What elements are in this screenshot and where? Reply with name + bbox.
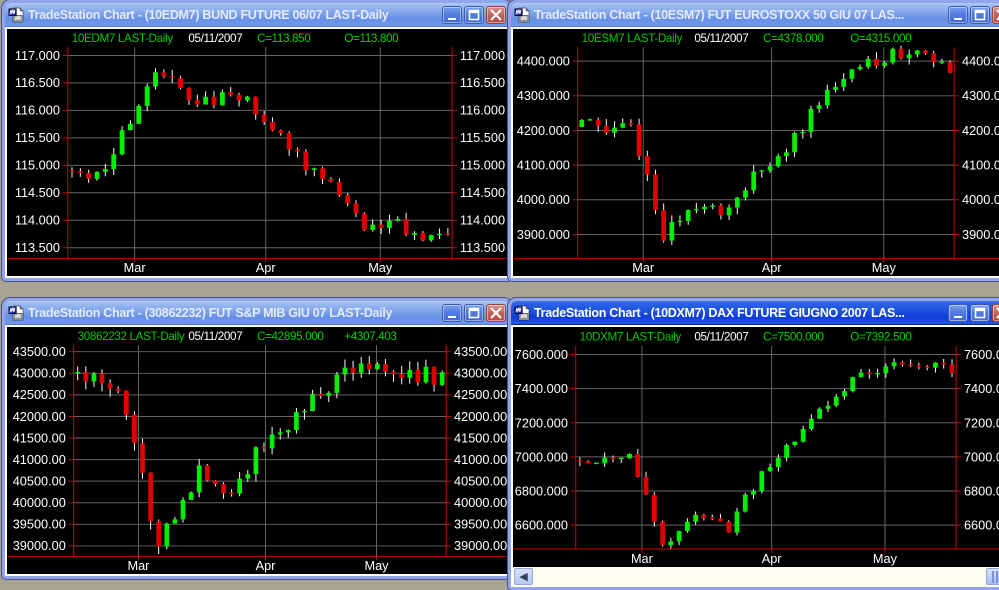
svg-text:Mar: Mar [124,261,146,275]
svg-text:Apr: Apr [256,261,276,275]
svg-text:4000.000: 4000.000 [517,193,570,207]
svg-text:41500.00: 41500.00 [13,431,66,445]
svg-text:4100.000: 4100.000 [962,159,999,173]
svg-text:C=4378.000: C=4378.000 [763,32,824,45]
svg-text:4100.000: 4100.000 [517,159,570,173]
svg-text:May: May [368,261,393,275]
svg-text:Mar: Mar [632,261,654,275]
svg-text:41000.00: 41000.00 [13,453,66,467]
svg-text:7200.000: 7200.000 [515,415,568,430]
svg-text:114.000: 114.000 [460,214,505,228]
svg-text:39500.00: 39500.00 [13,518,66,532]
svg-text:C=113.850: C=113.850 [257,32,311,45]
svg-text:115.000: 115.000 [460,159,505,173]
svg-text:41500.00: 41500.00 [454,431,507,445]
svg-text:Apr: Apr [762,261,782,275]
svg-text:43000.00: 43000.00 [454,367,507,381]
svg-text:43500.00: 43500.00 [13,345,66,359]
svg-text:39000.00: 39000.00 [454,539,507,553]
svg-text:43500.00: 43500.00 [454,345,507,359]
svg-text:10ESM7 LAST-Daily: 10ESM7 LAST-Daily [582,32,683,45]
svg-text:6800.000: 6800.000 [964,483,999,498]
svg-text:40500.00: 40500.00 [454,475,507,489]
svg-text:05/11/2007: 05/11/2007 [694,32,748,45]
svg-text:117.000: 117.000 [15,49,60,63]
svg-text:05/11/2007: 05/11/2007 [694,329,748,343]
svg-text:May: May [364,559,389,573]
svg-text:3900.000: 3900.000 [517,228,570,242]
svg-text:Apr: Apr [256,559,276,573]
svg-text:4200.000: 4200.000 [962,124,999,138]
svg-text:C=42895.000: C=42895.000 [257,330,324,343]
svg-text:Mar: Mar [631,551,654,566]
svg-text:May: May [872,261,897,275]
svg-text:116.000: 116.000 [15,104,60,118]
svg-text:6600.000: 6600.000 [964,517,999,532]
svg-text:117.000: 117.000 [460,49,505,63]
svg-text:42500.00: 42500.00 [454,388,507,402]
svg-text:7400.000: 7400.000 [515,381,568,396]
svg-text:05/11/2007: 05/11/2007 [188,32,242,45]
svg-text:114.000: 114.000 [15,214,60,228]
svg-text:6800.000: 6800.000 [515,483,568,498]
svg-text:May: May [873,551,898,566]
svg-text:4300.000: 4300.000 [962,89,999,103]
svg-text:115.500: 115.500 [15,131,60,145]
svg-text:39500.00: 39500.00 [454,518,507,532]
svg-text:113.500: 113.500 [15,241,60,255]
svg-text:42000.00: 42000.00 [454,410,507,424]
svg-text:4400.000: 4400.000 [962,55,999,69]
svg-text:115.500: 115.500 [460,131,505,145]
svg-text:42000.00: 42000.00 [13,410,66,424]
svg-text:30862232 LAST-Daily: 30862232 LAST-Daily [78,330,185,343]
svg-text:113.500: 113.500 [460,241,505,255]
svg-text:7000.000: 7000.000 [515,449,568,464]
svg-text:4400.000: 4400.000 [517,55,570,69]
svg-text:6600.000: 6600.000 [515,517,568,532]
svg-text:05/11/2007: 05/11/2007 [188,330,242,343]
svg-text:3900.000: 3900.000 [962,228,999,242]
svg-text:4300.000: 4300.000 [517,89,570,103]
svg-text:40000.00: 40000.00 [13,496,66,510]
svg-text:43000.00: 43000.00 [13,367,66,381]
svg-text:10EDM7 LAST-Daily: 10EDM7 LAST-Daily [72,32,174,45]
svg-text:O=7392.500: O=7392.500 [850,329,912,343]
svg-text:40000.00: 40000.00 [454,496,507,510]
svg-text:Mar: Mar [128,559,150,573]
svg-text:39000.00: 39000.00 [13,539,66,553]
svg-text:114.500: 114.500 [460,186,505,200]
svg-text:7400.000: 7400.000 [964,381,999,396]
svg-text:116.500: 116.500 [460,76,505,90]
svg-text:40500.00: 40500.00 [13,475,66,489]
svg-text:41000.00: 41000.00 [454,453,507,467]
svg-text:C=7500.000: C=7500.000 [763,329,824,343]
svg-text:Apr: Apr [762,551,783,566]
svg-text:7000.000: 7000.000 [964,449,999,464]
svg-text:O=4315.000: O=4315.000 [850,32,912,45]
svg-text:4200.000: 4200.000 [517,124,570,138]
svg-text:7600.000: 7600.000 [964,347,999,362]
svg-text:115.000: 115.000 [15,159,60,173]
svg-text:116.000: 116.000 [460,104,505,118]
svg-text:4000.000: 4000.000 [962,193,999,207]
svg-text:7600.000: 7600.000 [515,347,568,362]
svg-text:114.500: 114.500 [15,186,60,200]
svg-text:7200.000: 7200.000 [964,415,999,430]
svg-text:O=113.800: O=113.800 [344,32,399,45]
svg-text:+4307.403: +4307.403 [344,330,396,343]
svg-text:10DXM7 LAST-Daily: 10DXM7 LAST-Daily [580,329,682,343]
svg-text:116.500: 116.500 [15,76,60,90]
svg-text:42500.00: 42500.00 [13,388,66,402]
